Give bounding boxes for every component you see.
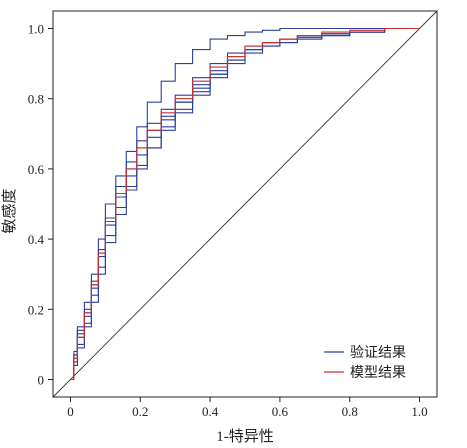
roc-curve-validation-0 bbox=[70, 27, 420, 381]
y-axis: 0 0.2 0.4 0.6 0.8 1.0 bbox=[28, 22, 53, 387]
plot-area bbox=[52, 10, 438, 398]
x-tick-label: 0.4 bbox=[202, 404, 219, 419]
x-tick-label: 1.0 bbox=[411, 404, 427, 419]
legend-label-model: 模型结果 bbox=[350, 365, 406, 381]
x-tick-label: 0.2 bbox=[132, 404, 148, 419]
x-tick-label: 0.6 bbox=[272, 404, 289, 419]
y-tick-label: 0.8 bbox=[28, 92, 44, 107]
y-tick-label: 0.6 bbox=[28, 162, 45, 177]
y-tick-label: 1.0 bbox=[28, 22, 44, 37]
roc-curve-model-6 bbox=[70, 27, 420, 381]
x-axis: 0 0.2 0.4 0.6 0.8 1.0 bbox=[67, 397, 428, 419]
x-tick-label: 0 bbox=[67, 404, 74, 419]
y-tick-label: 0 bbox=[38, 372, 45, 387]
x-axis-label: 1-特异性 bbox=[216, 428, 274, 445]
legend-label-validation: 验证结果 bbox=[350, 345, 406, 361]
y-tick-label: 0.2 bbox=[28, 302, 44, 317]
reference-diagonal-line bbox=[52, 10, 438, 398]
y-tick-label: 0.4 bbox=[28, 232, 45, 247]
y-axis-label: 敏感度 bbox=[1, 188, 18, 233]
plot-frame bbox=[52, 10, 438, 398]
legend: 验证结果 模型结果 bbox=[324, 345, 406, 381]
x-tick-label: 0.8 bbox=[342, 404, 358, 419]
